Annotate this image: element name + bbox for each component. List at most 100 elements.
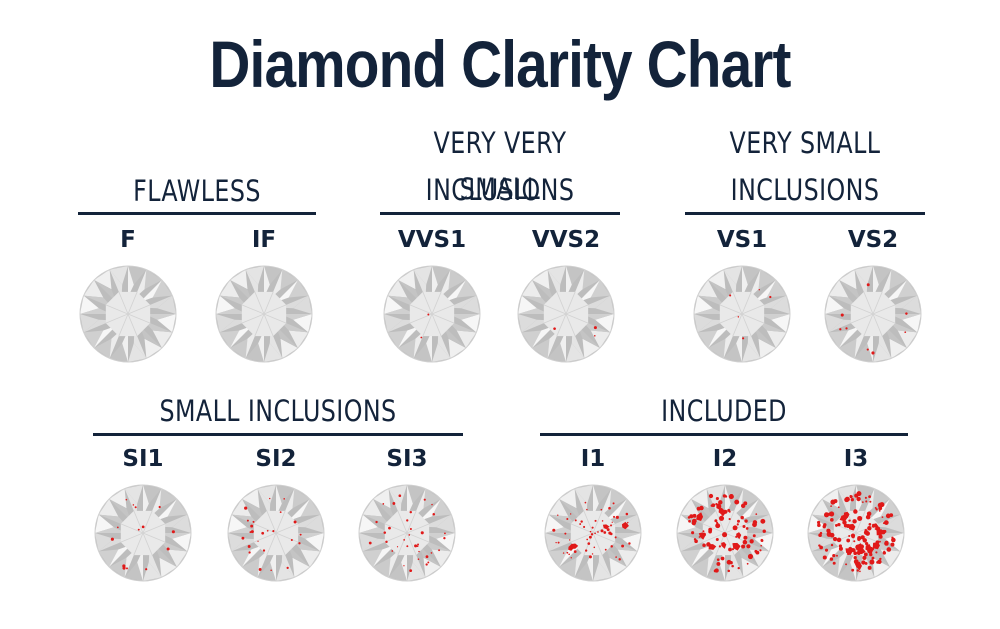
diamond-facet: [680, 549, 701, 567]
diamond-facet: [731, 488, 744, 518]
diamond-facet: [432, 266, 451, 285]
inclusion-speck: [863, 530, 869, 535]
inclusion-cluster: [718, 507, 725, 516]
inclusion-speck: [579, 523, 582, 526]
diamond-facet-line: [133, 532, 144, 556]
inclusion-speck: [864, 496, 867, 499]
diamond-facet: [723, 269, 737, 299]
inclusion-speck: [859, 570, 861, 573]
inclusion-speck: [587, 542, 591, 545]
inclusion-speck: [591, 526, 594, 529]
grade-i2: I2: [675, 445, 775, 582]
grade-i3: I3: [806, 445, 906, 582]
inclusion-speck: [877, 559, 882, 565]
inclusion-speck: [171, 530, 175, 534]
diamond-facet: [518, 295, 537, 314]
inclusion-speck: [586, 538, 589, 541]
inclusion-speck: [869, 500, 872, 503]
inclusion-cluster: [876, 529, 885, 536]
diamond-facet: [811, 499, 832, 517]
diamond-facet: [98, 514, 128, 527]
inclusion-speck: [375, 520, 378, 524]
inclusion-speck: [760, 544, 763, 547]
inclusion-speck: [752, 534, 756, 538]
diamond-facet-line: [266, 510, 277, 534]
inclusion-speck: [752, 520, 758, 525]
inclusion-speck: [391, 550, 394, 552]
diamond-facet: [697, 295, 727, 308]
inclusion-speck: [840, 313, 844, 317]
diamond-icon: [79, 265, 177, 363]
group-heading: INCLUDED: [661, 394, 787, 428]
diamond-facet-line: [570, 523, 594, 534]
inclusion-speck: [904, 331, 907, 334]
diamond-facet-line: [263, 313, 287, 324]
diamond-facet: [608, 539, 638, 552]
diamond-icon: [215, 265, 313, 363]
diamond-facet: [373, 557, 391, 578]
inclusion-speck: [729, 294, 732, 297]
diamond-facet-line: [275, 532, 299, 543]
inclusion-speck: [845, 563, 848, 566]
inclusion-speck: [740, 515, 744, 520]
diamond-facet: [388, 485, 407, 504]
diamond-facet-line: [872, 304, 896, 315]
diamond-facet: [461, 314, 480, 333]
diamond-facet: [412, 548, 426, 578]
diamond-facet: [897, 280, 918, 298]
inclusion-speck: [740, 503, 746, 509]
inclusion-speck: [846, 538, 851, 543]
inclusion-speck: [838, 544, 843, 548]
diamond-facet: [230, 269, 248, 290]
diamond-facet: [407, 485, 426, 504]
inclusion-speck: [431, 503, 433, 506]
diamond-facet: [559, 557, 577, 578]
inclusion-speck: [293, 520, 297, 524]
diamond-facet-line: [422, 291, 433, 315]
diamond-facet-line: [431, 291, 442, 315]
inclusion-speck: [432, 513, 436, 516]
diamond-facet-line: [732, 291, 743, 315]
inclusion-speck: [553, 327, 556, 330]
diamond-facet: [413, 343, 432, 362]
inclusion-speck: [836, 554, 838, 557]
inclusion-speck: [166, 547, 170, 551]
diamond-facet: [94, 338, 112, 359]
diamond-facet-line: [592, 510, 603, 534]
diamond-facet: [854, 343, 873, 362]
diamond-facet: [680, 499, 701, 517]
diamond-facet: [736, 499, 759, 522]
diamond-facet: [708, 338, 726, 359]
inclusion-speck: [573, 550, 577, 554]
inclusion-speck: [879, 557, 882, 561]
inclusion-speck: [110, 537, 114, 541]
group-very-small-inclusions: VERY SMALL INCLUSIONS VS1 VS2: [685, 118, 925, 368]
inclusion-speck: [839, 328, 842, 331]
inclusion-speck: [569, 513, 572, 515]
diamond-girdle: [94, 484, 192, 582]
inclusion-speck: [848, 519, 851, 522]
diamond-facet-line: [583, 510, 594, 534]
diamond-facet: [889, 314, 921, 320]
inclusion-speck: [702, 543, 706, 548]
diamond-facet: [723, 329, 736, 359]
diamond-facet: [128, 343, 147, 362]
inclusion-speck: [586, 508, 588, 511]
diamond-facet: [730, 548, 744, 578]
diamond-facet: [291, 514, 321, 528]
inclusion-speck: [268, 497, 271, 500]
diamond-facet: [159, 533, 191, 539]
inclusion-speck: [593, 546, 596, 549]
inclusion-speck: [857, 536, 862, 541]
diamond-facet: [133, 329, 147, 359]
diamond-facet: [305, 533, 324, 552]
diamond-facet: [604, 544, 627, 567]
diamond-facet: [697, 319, 727, 333]
inclusion-speck: [688, 519, 691, 523]
diamond-facet: [407, 485, 413, 517]
inclusion-speck: [250, 530, 254, 534]
diamond-facet: [677, 514, 696, 533]
diamond-facet: [305, 514, 324, 533]
diamond-facet-line: [543, 304, 567, 315]
diamond-facet: [839, 269, 857, 290]
